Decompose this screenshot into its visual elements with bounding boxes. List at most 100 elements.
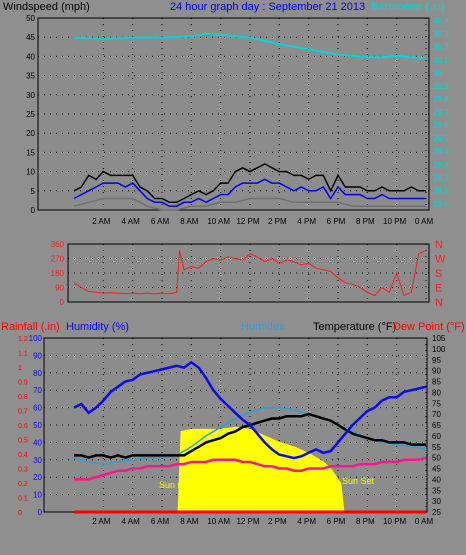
wind-y-tick: 40 <box>26 52 35 61</box>
rain-y-tick: 1 <box>18 365 22 372</box>
wind-y-tick: 20 <box>26 129 35 138</box>
time-x-tick: 6 AM <box>151 217 170 226</box>
temp-y-tick: 45 <box>432 465 441 474</box>
humidity-y-tick: 60 <box>33 404 42 413</box>
time-x-tick: 6 AM <box>151 517 170 526</box>
baro-y-tick: 29.5 <box>433 134 449 143</box>
humidity-y-tick: 10 <box>33 491 42 500</box>
time-x-tick: 2 PM <box>268 517 287 526</box>
temp-y-tick: 75 <box>432 399 441 408</box>
rain-y-tick: 0.2 <box>18 481 28 488</box>
humidity-y-tick: 100 <box>29 334 43 343</box>
time-x-tick: 2 AM <box>92 517 111 526</box>
time-x-tick: 8 PM <box>356 217 375 226</box>
dewpoint-axis-label: Dew Point (°F) <box>393 321 465 333</box>
baro-y-tick: 30.4 <box>433 17 449 26</box>
wind-y-tick: 15 <box>26 148 35 157</box>
time-x-tick: 10 AM <box>207 217 230 226</box>
time-x-tick: 6 PM <box>327 517 346 526</box>
rain-y-tick: 1.1 <box>18 351 28 358</box>
rain-y-tick: 0.7 <box>18 409 28 416</box>
baro-y-tick: 29.3 <box>433 160 449 169</box>
temp-y-tick: 50 <box>432 454 441 463</box>
time-x-tick: 12 PM <box>236 217 259 226</box>
temp-y-tick: 105 <box>432 334 446 343</box>
humidity-y-tick: 90 <box>33 351 42 360</box>
wind-axis-label: Windspeed (mph) <box>3 1 90 13</box>
rain-y-tick: 0.8 <box>18 394 28 401</box>
rain-y-tick: 0.9 <box>18 380 28 387</box>
time-x-tick: 10 PM <box>383 517 406 526</box>
time-x-tick: 6 PM <box>327 217 346 226</box>
humidex-label: Humidex <box>241 321 285 333</box>
baro-y-tick: 29.6 <box>433 121 449 130</box>
wind-y-tick: 35 <box>26 72 35 81</box>
time-x-tick: 2 PM <box>268 217 287 226</box>
humidity-y-tick: 0 <box>38 508 43 517</box>
baro-y-tick: 29.8 <box>433 95 449 104</box>
humidity-y-tick: 80 <box>33 369 42 378</box>
rain-y-tick: 0.4 <box>18 452 28 459</box>
temperature-axis-label: Temperature (°F) <box>313 321 396 333</box>
temp-y-tick: 100 <box>432 345 446 354</box>
plot-frame-1 <box>37 17 430 211</box>
temp-y-tick: 25 <box>432 508 441 517</box>
series-wind-dir <box>73 249 427 297</box>
baro-axis-label: Barometer (.in) <box>371 1 444 13</box>
baro-y-tick: 30.1 <box>433 56 449 65</box>
time-x-tick: 4 AM <box>122 217 141 226</box>
series-wind-gust <box>73 163 426 204</box>
baro-y-tick: 29.7 <box>433 108 449 117</box>
baro-y-tick: 29.2 <box>433 173 449 182</box>
time-x-tick: 0 AM <box>415 517 434 526</box>
rain-y-tick: 0.3 <box>18 467 28 474</box>
temp-y-tick: 90 <box>432 367 441 376</box>
series-humidity <box>73 360 427 460</box>
series-dewpoint <box>74 456 427 481</box>
baro-y-tick: 30.3 <box>433 30 449 39</box>
temp-y-tick: 80 <box>432 388 441 397</box>
series-wind-lull <box>73 197 426 211</box>
temp-y-tick: 55 <box>432 443 441 452</box>
wind-y-tick: 30 <box>26 91 35 100</box>
rain-y-tick: 1.2 <box>18 336 28 343</box>
time-x-tick: 10 AM <box>207 517 230 526</box>
humidity-axis-label: Humidity (%) <box>66 321 129 333</box>
compass-label: N <box>435 297 443 309</box>
rain-y-tick: 0.1 <box>18 496 28 503</box>
wind-y-tick: 10 <box>26 168 35 177</box>
time-x-tick: 8 AM <box>180 217 199 226</box>
time-x-tick: 10 PM <box>383 217 406 226</box>
baro-y-tick: 29.0 <box>433 199 449 208</box>
compass-label: S <box>435 268 442 280</box>
dir-y-tick: 180 <box>51 269 65 278</box>
time-x-tick: 2 AM <box>92 217 111 226</box>
baro-y-tick: 30.2 <box>433 43 449 52</box>
wind-y-tick: 45 <box>26 33 35 42</box>
time-x-tick: 4 AM <box>122 517 141 526</box>
humidity-y-tick: 20 <box>33 473 42 482</box>
time-x-tick: 8 PM <box>356 517 375 526</box>
dir-y-tick: 270 <box>51 255 65 264</box>
time-x-tick: 4 PM <box>297 517 316 526</box>
baro-y-tick: 29.1 <box>433 186 449 195</box>
baro-y-tick: 29.9 <box>433 82 449 91</box>
temp-y-tick: 40 <box>432 475 441 484</box>
sun-rise-label: Sun rise <box>159 480 192 490</box>
humidity-y-tick: 50 <box>33 421 42 430</box>
dir-y-tick: 0 <box>60 298 65 307</box>
dir-y-tick: 90 <box>55 284 64 293</box>
temp-y-tick: 35 <box>432 486 441 495</box>
baro-y-tick: 30 <box>433 69 442 78</box>
compass-label: E <box>435 283 442 295</box>
humidity-y-tick: 40 <box>33 438 42 447</box>
wind-y-tick: 25 <box>26 110 35 119</box>
series-barometer <box>73 32 427 60</box>
compass-label: N <box>435 239 443 251</box>
time-x-tick: 4 PM <box>297 217 316 226</box>
series-wind-avg <box>73 178 426 207</box>
compass-label: W <box>435 254 446 266</box>
temp-y-tick: 70 <box>432 410 441 419</box>
time-x-tick: 0 AM <box>415 217 434 226</box>
